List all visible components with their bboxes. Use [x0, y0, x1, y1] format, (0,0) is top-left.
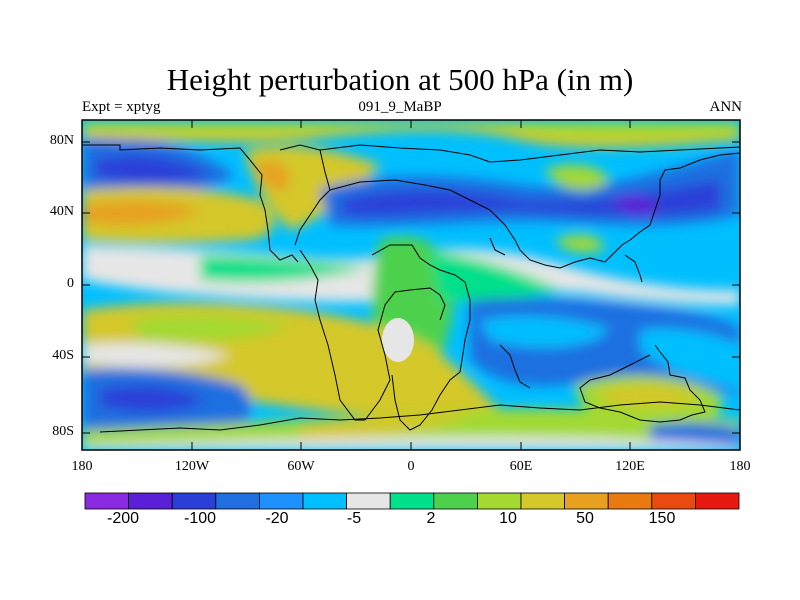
colorbar-label: 10	[499, 510, 517, 527]
colorbar-label: 150	[648, 510, 676, 527]
colorbar-swatch	[84, 492, 129, 510]
colorbar-swatch	[128, 492, 173, 510]
colorbar-label: -5	[346, 510, 362, 527]
colorbar-swatch	[476, 492, 522, 510]
lon-label-60e: 60E	[509, 459, 533, 474]
colorbar-label: 50	[576, 510, 594, 527]
colorbar-label: 2	[426, 510, 436, 527]
lat-label-80n: 80N	[49, 133, 74, 148]
colorbar-swatch	[520, 492, 565, 510]
contour-field	[82, 120, 740, 450]
map-title: Height perturbation at 500 hPa (in m)	[166, 62, 634, 97]
coastlines	[82, 144, 740, 433]
colorbar-swatch	[651, 492, 696, 510]
lat-label-40n: 40N	[49, 204, 74, 219]
lon-label-0: 0	[407, 459, 415, 474]
colorbar-label: -100	[183, 510, 217, 527]
colorbar	[84, 492, 740, 510]
lat-label-0: 0	[67, 276, 74, 291]
colorbar-swatch	[171, 492, 217, 510]
colorbar-swatch	[302, 492, 347, 510]
colorbar-swatch	[215, 492, 260, 510]
lon-label-180-east: 180	[729, 459, 751, 474]
colorbar-swatch	[607, 492, 653, 510]
run-label: 091_9_MaBP	[358, 99, 442, 115]
colorbar-swatch	[389, 492, 435, 510]
colorbar-swatch	[258, 492, 304, 510]
lat-label-40s: 40S	[52, 348, 74, 363]
colorbar-swatch	[346, 492, 391, 510]
lon-label-120w: 120W	[174, 459, 210, 474]
x-axis-ticks	[191, 120, 631, 450]
experiment-label: Expt = xptyg	[82, 99, 161, 115]
season-label: ANN	[709, 99, 743, 115]
colorbar-label: -200	[106, 510, 140, 527]
colorbar-label: -20	[265, 510, 289, 527]
lon-label-180-west: 180	[71, 459, 93, 474]
colorbar-swatch	[433, 492, 478, 510]
colorbar-swatch	[695, 492, 740, 510]
y-axis-ticks	[82, 141, 740, 434]
lat-label-80s: 80S	[52, 424, 74, 439]
lon-label-60w: 60W	[287, 459, 315, 474]
lon-label-120e: 120E	[615, 459, 645, 474]
colorbar-swatch	[564, 492, 609, 510]
